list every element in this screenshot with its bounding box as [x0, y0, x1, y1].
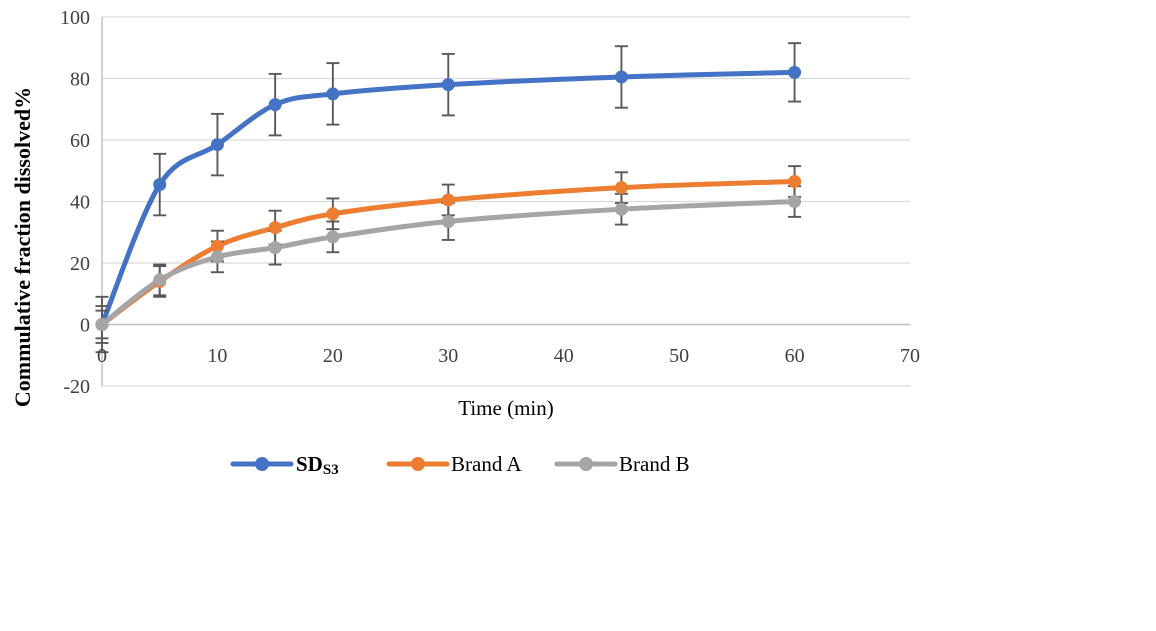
marker-s1-x5	[153, 178, 167, 192]
marker-s1-x60	[788, 65, 802, 79]
marker-s2-x10	[210, 239, 224, 253]
marker-s3-x30	[441, 214, 455, 228]
legend-label: SDS3	[296, 452, 339, 478]
marker-s3-x5	[153, 273, 167, 287]
marker-s1-x15	[268, 98, 282, 112]
series-line-3	[99, 199, 798, 327]
legend-swatch-marker	[579, 457, 593, 471]
x-tick-label-0: 0	[97, 345, 107, 367]
marker-s3-x45	[614, 202, 628, 216]
marker-s1-x45	[614, 70, 628, 84]
x-tick-label-60: 60	[785, 345, 805, 367]
y-tick-label--20: -20	[63, 376, 90, 398]
x-tick-label-70: 70	[900, 345, 920, 367]
y-tick-label-0: 0	[80, 315, 90, 337]
legend-label: Brand A	[451, 452, 522, 476]
y-tick-label-100: 100	[60, 7, 90, 29]
marker-s2-x60	[788, 175, 802, 189]
marker-s2-x20	[326, 207, 340, 221]
marker-s1-x10	[210, 138, 224, 152]
legend-swatch-marker	[411, 457, 425, 471]
marker-s1-x20	[326, 87, 340, 101]
legend-item-1: SDS3	[230, 452, 339, 478]
legend-item-2: Brand A	[386, 452, 522, 476]
data-point-markers	[95, 65, 802, 331]
marker-s3-x0	[95, 318, 109, 331]
y-tick-label-40: 40	[70, 192, 90, 214]
x-tick-label-40: 40	[554, 345, 574, 367]
marker-s3-x60	[788, 195, 802, 208]
y-tick-label-80: 80	[70, 69, 90, 91]
marker-s2-x45	[614, 181, 628, 195]
y-axis-title: Commulative fraction dissolved%	[10, 87, 35, 407]
x-axis-title: Time (min)	[458, 396, 553, 420]
y-tick-label-60: 60	[70, 130, 90, 152]
marker-s2-x30	[441, 193, 455, 207]
x-tick-label-50: 50	[669, 345, 689, 367]
x-tick-label-30: 30	[438, 345, 458, 367]
marker-s1-x30	[441, 78, 455, 92]
legend-label: Brand B	[619, 452, 690, 476]
tick-labels: -20 0 20 40 60 80 100 0 10 20 30 40 50 60 70	[60, 7, 920, 398]
legend-item-3: Brand B	[554, 452, 690, 476]
y-tick-label-20: 20	[70, 253, 90, 275]
marker-s3-x20	[326, 230, 340, 244]
legend: SDS3 Brand A Brand B	[230, 452, 690, 478]
x-tick-label-20: 20	[323, 345, 343, 367]
marker-s3-x15	[268, 241, 282, 255]
legend-swatch-marker	[255, 457, 269, 471]
marker-s3-x10	[210, 250, 224, 264]
marker-s2-x15	[268, 221, 282, 235]
x-tick-label-10: 10	[207, 345, 227, 367]
